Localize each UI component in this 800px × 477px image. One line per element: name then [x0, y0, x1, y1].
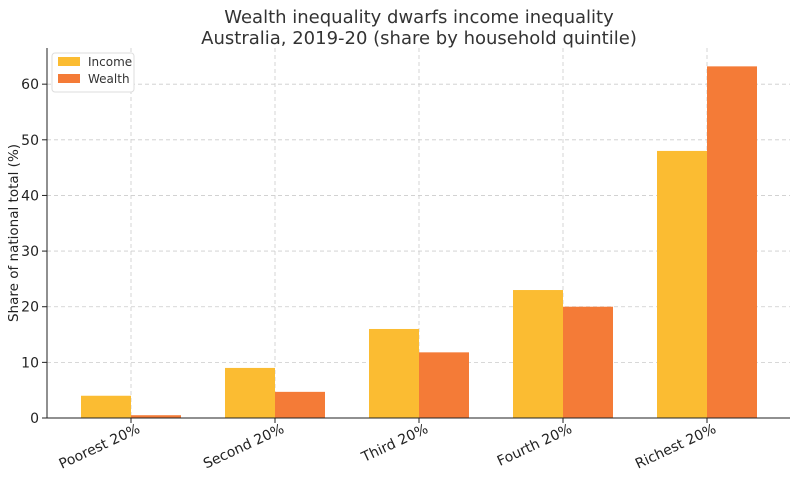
legend-label-wealth: Wealth — [88, 72, 130, 86]
bar-wealth-4 — [563, 306, 613, 418]
y-tick-label: 60 — [21, 77, 39, 93]
bar-income-5 — [657, 150, 707, 419]
bar-income-3 — [369, 328, 419, 418]
chart-subtitle: Australia, 2019-20 (share by household q… — [201, 28, 637, 49]
chart-title: Wealth inequality dwarfs income inequali… — [224, 7, 614, 28]
x-tick-label: Third 20% — [358, 421, 430, 466]
bar-wealth-1 — [131, 415, 181, 418]
y-axis-label: Share of national total (%) — [6, 144, 22, 322]
x-tick-label: Fourth 20% — [495, 421, 575, 470]
x-tick-label: Poorest 20% — [57, 421, 143, 472]
y-tick-label: 0 — [30, 411, 39, 427]
y-tick-label: 50 — [21, 133, 39, 149]
y-tick-label: 20 — [21, 300, 39, 316]
axes — [42, 48, 790, 423]
bar-wealth-3 — [419, 352, 469, 418]
legend: Income Wealth — [51, 52, 135, 93]
bar-income-2 — [225, 367, 275, 418]
x-tick-label: Richest 20% — [633, 421, 719, 472]
bar-wealth-5 — [707, 66, 757, 418]
bar-income-1 — [81, 395, 131, 418]
legend-swatch-income — [58, 57, 80, 66]
bar-income-4 — [513, 290, 563, 418]
y-tick-label: 40 — [21, 188, 39, 204]
bars — [81, 66, 757, 419]
x-tick-label: Second 20% — [201, 421, 287, 472]
legend-label-income: Income — [88, 55, 132, 69]
bar-wealth-2 — [275, 391, 325, 418]
y-tick-label: 30 — [21, 244, 39, 260]
legend-swatch-wealth — [58, 74, 80, 83]
y-tick-label: 10 — [21, 355, 39, 371]
